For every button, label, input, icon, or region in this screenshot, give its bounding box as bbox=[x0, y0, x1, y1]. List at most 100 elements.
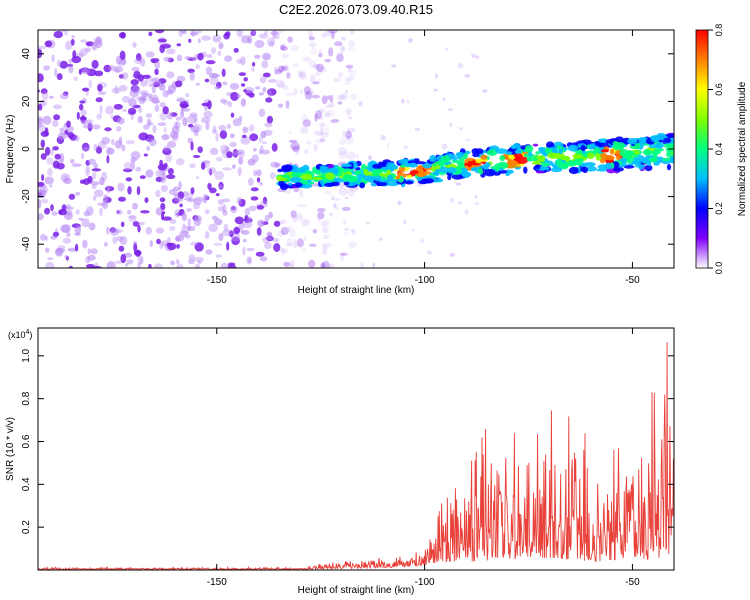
signal-cell bbox=[580, 144, 586, 152]
noise-cell bbox=[262, 72, 271, 78]
noise-cell bbox=[195, 30, 202, 34]
noise-cell bbox=[57, 132, 67, 140]
noise-cell bbox=[297, 70, 303, 79]
y-tick-label: 0.4 bbox=[21, 477, 32, 491]
signal-cell bbox=[407, 162, 418, 168]
noise-cell bbox=[162, 211, 166, 215]
signal-cell bbox=[325, 172, 335, 180]
signal-cell bbox=[499, 167, 504, 171]
noise-cell bbox=[280, 65, 288, 71]
noise-cell bbox=[63, 177, 72, 185]
noise-cell bbox=[403, 219, 407, 225]
signal-cell bbox=[587, 152, 595, 159]
signal-cell bbox=[662, 157, 671, 162]
noise-cell bbox=[139, 90, 149, 96]
noise-cell bbox=[38, 45, 47, 50]
noise-cell bbox=[166, 48, 176, 55]
noise-cell bbox=[386, 142, 389, 148]
noise-cell bbox=[257, 219, 265, 228]
noise-cell bbox=[253, 147, 257, 152]
noise-cell bbox=[254, 40, 265, 48]
signal-cell bbox=[553, 141, 564, 148]
signal-cell bbox=[574, 158, 580, 163]
noise-cell bbox=[42, 115, 52, 125]
noise-cell bbox=[226, 151, 233, 159]
noise-cell bbox=[91, 168, 102, 172]
noise-cell bbox=[238, 72, 247, 76]
noise-cell bbox=[128, 98, 137, 107]
noise-cell bbox=[71, 163, 82, 168]
noise-cell bbox=[91, 184, 97, 190]
signal-cell bbox=[315, 169, 321, 176]
noise-cell bbox=[339, 252, 348, 256]
noise-cell bbox=[455, 182, 462, 186]
noise-cell bbox=[76, 111, 80, 120]
noise-cell bbox=[297, 238, 304, 248]
signal-cell bbox=[373, 175, 382, 182]
noise-cell bbox=[309, 74, 316, 84]
noise-cell bbox=[318, 49, 323, 55]
snr-exponent-base: (x10 bbox=[8, 330, 26, 340]
noise-cell bbox=[340, 252, 345, 262]
signal-cell bbox=[644, 164, 653, 172]
noise-cell bbox=[167, 140, 177, 148]
noise-cell bbox=[234, 216, 244, 225]
noise-cell bbox=[406, 99, 410, 104]
noise-cell bbox=[318, 53, 323, 58]
noise-cell bbox=[50, 204, 54, 212]
noise-cell bbox=[106, 185, 111, 194]
noise-cell bbox=[138, 221, 145, 226]
signal-cell bbox=[342, 168, 354, 174]
noise-cell bbox=[140, 210, 150, 214]
noise-cell bbox=[93, 143, 98, 151]
noise-cell bbox=[205, 60, 216, 65]
signal-cell bbox=[558, 148, 563, 155]
noise-cell bbox=[49, 95, 54, 99]
noise-cell bbox=[189, 71, 195, 81]
noise-cell bbox=[52, 231, 60, 237]
noise-cell bbox=[204, 78, 210, 83]
noise-cell bbox=[56, 73, 63, 81]
signal-cell bbox=[546, 141, 555, 148]
noise-cell bbox=[276, 162, 283, 167]
signal-cell bbox=[400, 164, 406, 168]
noise-cell bbox=[247, 158, 256, 166]
noise-cell bbox=[171, 197, 180, 204]
noise-cell bbox=[183, 197, 193, 201]
noise-cell bbox=[329, 263, 335, 268]
noise-cell bbox=[268, 211, 273, 219]
noise-cell bbox=[91, 59, 99, 69]
noise-cell bbox=[277, 230, 285, 237]
noise-cell bbox=[248, 257, 252, 264]
noise-cell bbox=[339, 138, 346, 146]
noise-cell bbox=[379, 237, 383, 241]
noise-cell bbox=[67, 132, 75, 139]
signal-cell bbox=[395, 175, 401, 180]
signal-cell bbox=[288, 182, 293, 186]
noise-cell bbox=[312, 228, 318, 234]
noise-cell bbox=[51, 211, 58, 216]
noise-cell bbox=[300, 126, 309, 134]
signal-cell bbox=[432, 163, 437, 167]
noise-cell bbox=[319, 138, 326, 143]
noise-cell bbox=[166, 112, 174, 120]
noise-cell bbox=[315, 110, 323, 120]
noise-cell bbox=[260, 149, 271, 155]
noise-cell bbox=[344, 76, 355, 82]
noise-cell bbox=[262, 52, 271, 61]
noise-cell bbox=[40, 198, 49, 204]
noise-cell bbox=[274, 30, 285, 34]
y-tick-label: -40 bbox=[21, 237, 32, 252]
spectrogram-panel: -150 -100 -50 -40 -20 0 20 40 Height of straigh… bbox=[5, 29, 675, 296]
signal-cell bbox=[623, 165, 635, 169]
noise-cell bbox=[94, 38, 103, 49]
noise-cell bbox=[137, 225, 141, 233]
signal-cell bbox=[524, 145, 534, 153]
noise-cell bbox=[38, 213, 44, 221]
noise-cell bbox=[338, 72, 343, 78]
noise-cell bbox=[173, 121, 182, 129]
noise-cell bbox=[302, 119, 312, 127]
signal-cell bbox=[386, 169, 392, 176]
noise-cell bbox=[130, 151, 141, 160]
noise-cell bbox=[38, 181, 45, 187]
